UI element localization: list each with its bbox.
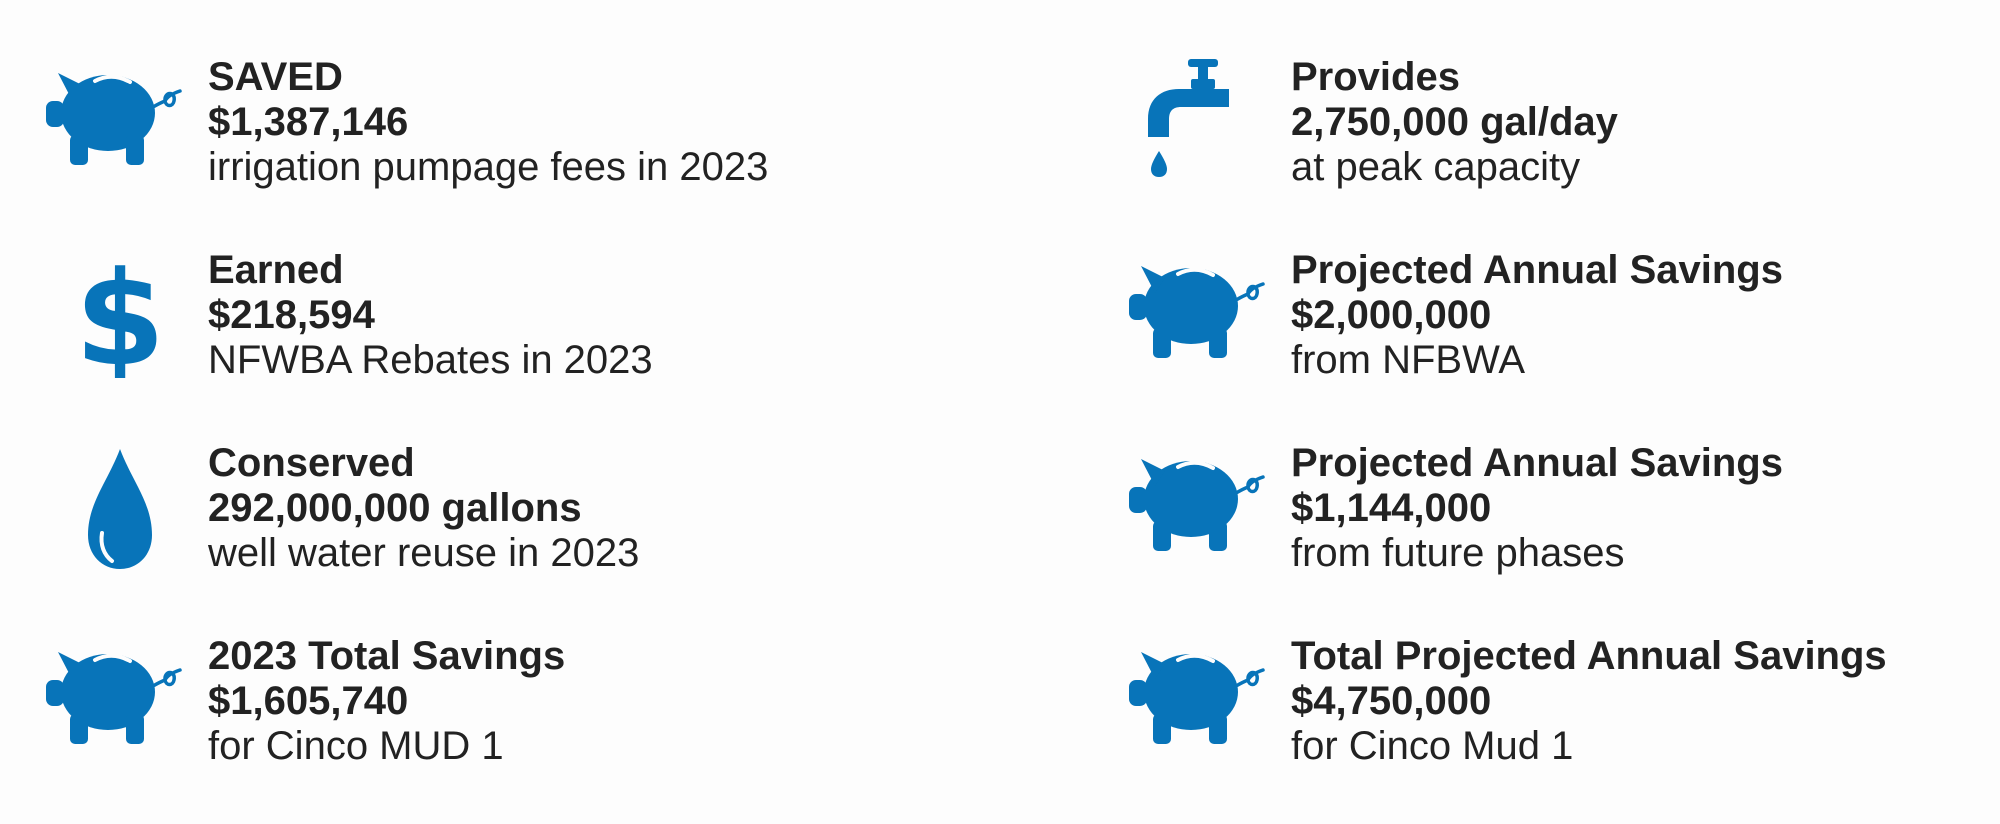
stat-value: 292,000,000 gallons [208,486,582,530]
stat-projected-savings-nfbwa: Projected Annual Savings $2,000,000 from… [1123,248,2000,428]
stat-description: NFWBA Rebates in 2023 [208,338,653,382]
stat-conserved: Conserved 292,000,000 gallons well water… [40,441,1000,621]
stat-total-projected-savings: Total Projected Annual Savings $4,750,00… [1123,634,2000,814]
stat-label: SAVED [208,55,343,99]
stat-2023-total-savings: 2023 Total Savings $1,605,740 for Cinco … [40,634,1000,814]
dollar-sign-icon [40,248,200,378]
stat-label: Projected Annual Savings [1291,441,1783,485]
stat-value: 2,750,000 gal/day [1291,100,1618,144]
stat-description: irrigation pumpage fees in 2023 [208,145,769,189]
stat-value: $1,387,146 [208,100,409,144]
stat-value: $4,750,000 [1291,679,1492,723]
stat-label: Conserved [208,441,415,485]
stat-projected-savings-future: Projected Annual Savings $1,144,000 from… [1123,441,2000,621]
stat-value: $218,594 [208,293,375,337]
piggy-bank-icon [1123,441,1283,571]
piggy-bank-icon [40,634,200,764]
piggy-bank-icon [1123,634,1283,764]
stat-label: Projected Annual Savings [1291,248,1783,292]
stat-description: for Cinco MUD 1 [208,724,504,768]
stat-value: $1,144,000 [1291,486,1492,530]
faucet-icon [1123,55,1283,185]
stat-provides: Provides 2,750,000 gal/day at peak capac… [1123,55,2000,235]
stat-value: $2,000,000 [1291,293,1492,337]
stat-description: from future phases [1291,531,1625,575]
piggy-bank-icon [40,55,200,185]
stat-description: from NFBWA [1291,338,1526,382]
stat-earned: Earned $218,594 NFWBA Rebates in 2023 [40,248,1000,428]
stat-label: Earned [208,248,344,292]
stat-description: at peak capacity [1291,145,1581,189]
stat-label: 2023 Total Savings [208,634,566,678]
stat-description: for Cinco Mud 1 [1291,724,1574,768]
piggy-bank-icon [1123,248,1283,378]
stat-label: Provides [1291,55,1460,99]
stat-value: $1,605,740 [208,679,409,723]
water-drop-icon [40,441,200,571]
stat-saved: SAVED $1,387,146 irrigation pumpage fees… [40,55,1000,235]
stat-label: Total Projected Annual Savings [1291,634,1887,678]
stat-description: well water reuse in 2023 [208,531,640,575]
